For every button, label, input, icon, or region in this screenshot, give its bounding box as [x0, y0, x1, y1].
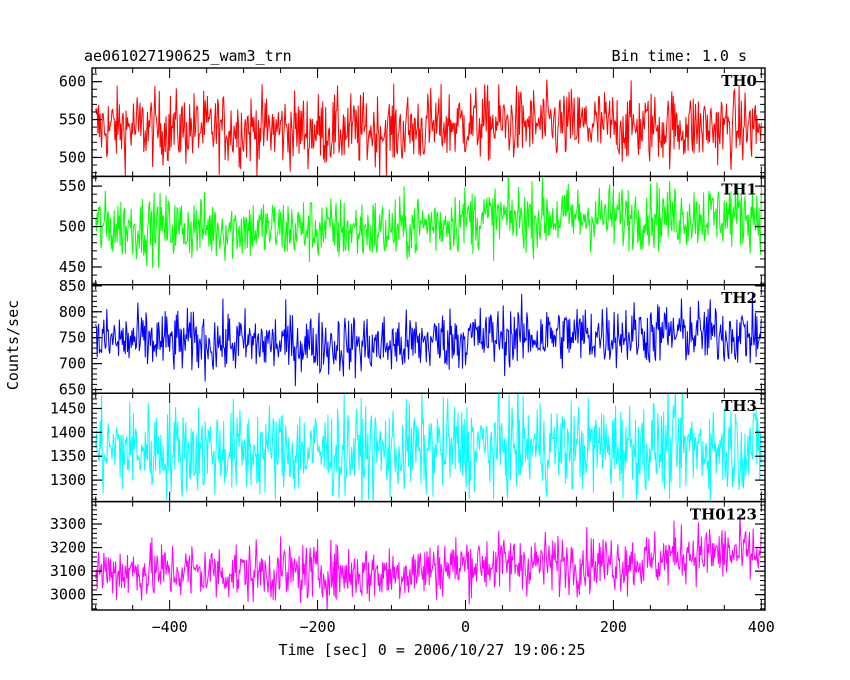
- y-tick-label: 1300: [50, 471, 86, 489]
- x-axis: −400 −200 0 200 400: [152, 618, 775, 636]
- panel-th2: 650 700 750 800 850 TH2: [59, 277, 766, 399]
- x-tick-label: 400: [748, 618, 775, 636]
- y-tick-label: 450: [59, 258, 86, 276]
- y-tick-label: 3200: [50, 539, 86, 557]
- y-tick-label: 3300: [50, 515, 86, 533]
- y-tick-label: 1350: [50, 447, 86, 465]
- chart-title: ae061027190625_wam3_trn: [84, 47, 292, 65]
- x-tick-label: 200: [600, 618, 627, 636]
- chart-subtitle: Bin time: 1.0 s: [612, 47, 747, 65]
- series-line-th0: [95, 79, 762, 177]
- x-tick-label: −200: [300, 618, 336, 636]
- series-line-th2: [95, 293, 762, 387]
- y-axis-label: Counts/sec: [4, 300, 22, 390]
- y-tick-label: 500: [59, 148, 86, 166]
- y-tick-label: 850: [59, 277, 86, 295]
- series-line-th3: [95, 393, 762, 502]
- y-tick-label: 750: [59, 329, 86, 347]
- panels: 500 550 600 TH0 450 500 550 TH1 650 700 750 800 850 T…: [50, 67, 766, 611]
- x-axis-label: Time [sec] 0 = 2006/10/27 19:06:25: [278, 641, 585, 659]
- y-tick-label: 550: [59, 111, 86, 129]
- panel-th0123: 3000 3100 3200 3300 TH0123: [50, 500, 766, 611]
- y-tick-label: 800: [59, 303, 86, 321]
- y-tick-label: 1400: [50, 423, 86, 441]
- y-tick-label: 1450: [50, 399, 86, 417]
- panel-label: TH3: [721, 397, 757, 415]
- panel-label: TH0123: [690, 506, 757, 524]
- panel-label: TH0: [721, 72, 757, 90]
- x-tick-label: 0: [461, 618, 470, 636]
- y-tick-label: 500: [59, 218, 86, 236]
- y-tick-label: 3100: [50, 562, 86, 580]
- y-tick-label: 550: [59, 177, 86, 195]
- y-tick-label: 650: [59, 381, 86, 399]
- panel-th0: 500 550 600 TH0: [59, 67, 766, 178]
- y-tick-label: 700: [59, 355, 86, 373]
- y-tick-label: 600: [59, 73, 86, 91]
- panel-label: TH2: [721, 289, 757, 307]
- panel-label: TH1: [721, 180, 757, 198]
- panel-th1: 450 500 550 TH1: [59, 175, 766, 286]
- series-line-th0123: [95, 513, 762, 611]
- y-tick-label: 3000: [50, 586, 86, 604]
- x-tick-label: −400: [152, 618, 188, 636]
- series-line-th1: [95, 176, 762, 269]
- panel-th3: 1300 1350 1400 1450 TH3: [50, 392, 766, 503]
